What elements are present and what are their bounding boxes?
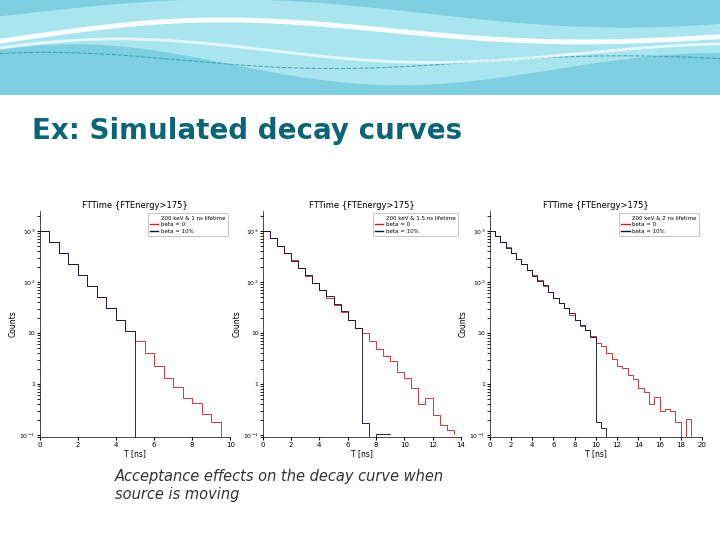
Y-axis label: Counts: Counts	[9, 310, 18, 338]
X-axis label: T [ns]: T [ns]	[124, 449, 146, 458]
Text: Acceptance effects on the decay curve when
source is moving: Acceptance effects on the decay curve wh…	[115, 469, 444, 502]
Legend: 200 keV & 2 ns lifetime, beta = 0, beta = 10%: 200 keV & 2 ns lifetime, beta = 0, beta …	[619, 213, 699, 236]
Y-axis label: Counts: Counts	[232, 310, 241, 338]
X-axis label: T [ns]: T [ns]	[351, 449, 373, 458]
Legend: 200 keV & 1.5 ns lifetime, beta = 0, beta = 10%: 200 keV & 1.5 ns lifetime, beta = 0, bet…	[373, 213, 458, 236]
Legend: 200 keV & 1 ns lifetime, beta = 0, beta = 10%: 200 keV & 1 ns lifetime, beta = 0, beta …	[148, 213, 228, 236]
Title: FTTime {FTEnergy>175}: FTTime {FTEnergy>175}	[309, 201, 415, 210]
X-axis label: T [ns]: T [ns]	[585, 449, 607, 458]
Title: FTTime {FTEnergy>175}: FTTime {FTEnergy>175}	[543, 201, 649, 210]
Title: FTTime {FTEnergy>175}: FTTime {FTEnergy>175}	[82, 201, 188, 210]
Text: Ex: Simulated decay curves: Ex: Simulated decay curves	[32, 117, 462, 145]
Y-axis label: Counts: Counts	[459, 310, 468, 338]
